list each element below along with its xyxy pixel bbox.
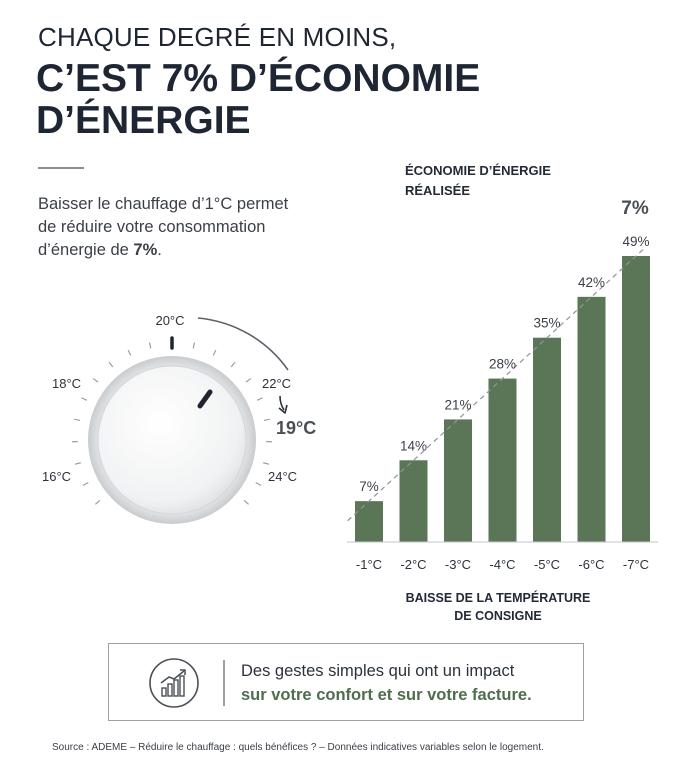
x-tick-label-3: -3°C <box>445 557 471 572</box>
intro-text: Baisser le chauffage d’1°C permet de réd… <box>38 193 308 262</box>
bar-series <box>355 256 650 542</box>
bar-5 <box>533 337 561 542</box>
bar-6 <box>577 296 606 542</box>
value-label-7: 49% <box>622 234 649 249</box>
growth-chart-icon <box>149 658 199 708</box>
chart-title-line-1: ÉCONOMIE D’ÉNERGIE <box>405 163 551 178</box>
bar-3 <box>444 419 472 542</box>
x-tick-label-6: -6°C <box>578 557 604 572</box>
dial-tick <box>212 349 217 356</box>
trend-annotation: 7% <box>621 198 649 219</box>
dial-tick <box>243 499 249 505</box>
dial-tick <box>263 418 270 422</box>
scale-label-24: 24°C <box>268 469 297 484</box>
intro-body: Baisser le chauffage d’1°C permet de réd… <box>38 195 289 259</box>
dial-tick <box>74 418 81 422</box>
chart-title-line-2: RÉALISÉE <box>405 183 470 198</box>
target-temperature: 19°C <box>276 418 316 438</box>
title-line-3: D’ÉNERGIE <box>36 99 251 142</box>
dial-tick <box>74 462 81 465</box>
trend-line <box>347 248 645 522</box>
intro-end: . <box>157 241 162 259</box>
title-line-2: C’EST 7% D’ÉCONOMIE <box>36 57 481 100</box>
value-label-3: 21% <box>444 397 471 412</box>
source-note: Source : ADEME – Réduire le chauffage : … <box>52 742 544 753</box>
x-tick-label-2: -2°C <box>400 557 426 572</box>
dial-tick <box>230 361 236 368</box>
dial-tick <box>263 462 270 465</box>
thermostat-knob <box>97 365 247 515</box>
callout-box: Des gestes simples qui ont un impact sur… <box>108 643 584 721</box>
bar-7 <box>622 256 650 542</box>
x-tick-label-5: -5°C <box>534 557 560 572</box>
dial-tick <box>95 499 101 505</box>
dial-tick <box>256 397 263 401</box>
dial-tick <box>82 482 89 486</box>
value-labels: 7% 14% 21% 28% 35% 42% 49% <box>359 234 649 494</box>
x-tick-labels: -1°C -2°C -3°C -4°C -5°C -6°C -7°C <box>356 557 649 572</box>
dial-tick <box>81 397 88 401</box>
dial-tick <box>255 482 262 486</box>
arrow-down-icon <box>278 395 288 414</box>
bar-1 <box>355 501 383 542</box>
scale-label-20: 20°C <box>155 313 184 328</box>
value-label-5: 35% <box>533 316 560 331</box>
scale-label-16: 16°C <box>42 469 71 484</box>
title-line-1: CHAQUE DEGRÉ EN MOINS, <box>38 22 397 52</box>
dial-tick <box>148 342 152 349</box>
bar-2 <box>399 460 428 542</box>
x-axis-label-line-1: BAISSE DE LA TEMPÉRATURE <box>406 590 591 605</box>
dial-tick <box>127 349 132 356</box>
title-main: C’EST 7% D’ÉCONOMIE D’ÉNERGIE <box>36 58 480 142</box>
callout-separator <box>223 660 225 706</box>
dial-tick <box>245 377 252 383</box>
callout-line-2: sur votre confort et sur votre facture. <box>241 686 532 704</box>
thermostat-illustration: 20°C 18°C 22°C 16°C 24°C 19°C <box>42 313 316 524</box>
value-label-4: 28% <box>489 357 516 372</box>
dial-tick <box>192 342 196 349</box>
divider <box>38 167 84 169</box>
x-tick-label-7: -7°C <box>623 557 649 572</box>
savings-bar-chart: ÉCONOMIE D’ÉNERGIE RÉALISÉE 7% 7% 14% 21% 2… <box>347 163 658 623</box>
x-tick-label-4: -4°C <box>489 557 515 572</box>
intro-highlight: 7% <box>133 241 158 259</box>
value-label-2: 14% <box>400 438 427 453</box>
scale-label-18: 18°C <box>52 376 81 391</box>
value-label-6: 42% <box>578 275 605 290</box>
knob-pointer <box>197 389 213 409</box>
x-tick-label-1: -1°C <box>356 557 382 572</box>
callout-line-1: Des gestes simples qui ont un impact <box>241 662 515 680</box>
dial-arc-indicator <box>197 317 289 371</box>
x-axis-label-line-2: DE CONSIGNE <box>454 609 542 623</box>
scale-label-22: 22°C <box>262 376 291 391</box>
bar-4 <box>488 378 517 542</box>
dial-tick <box>92 377 99 383</box>
dial-ticks <box>72 342 272 505</box>
value-label-1: 7% <box>359 479 379 494</box>
dial-tick <box>108 361 114 368</box>
